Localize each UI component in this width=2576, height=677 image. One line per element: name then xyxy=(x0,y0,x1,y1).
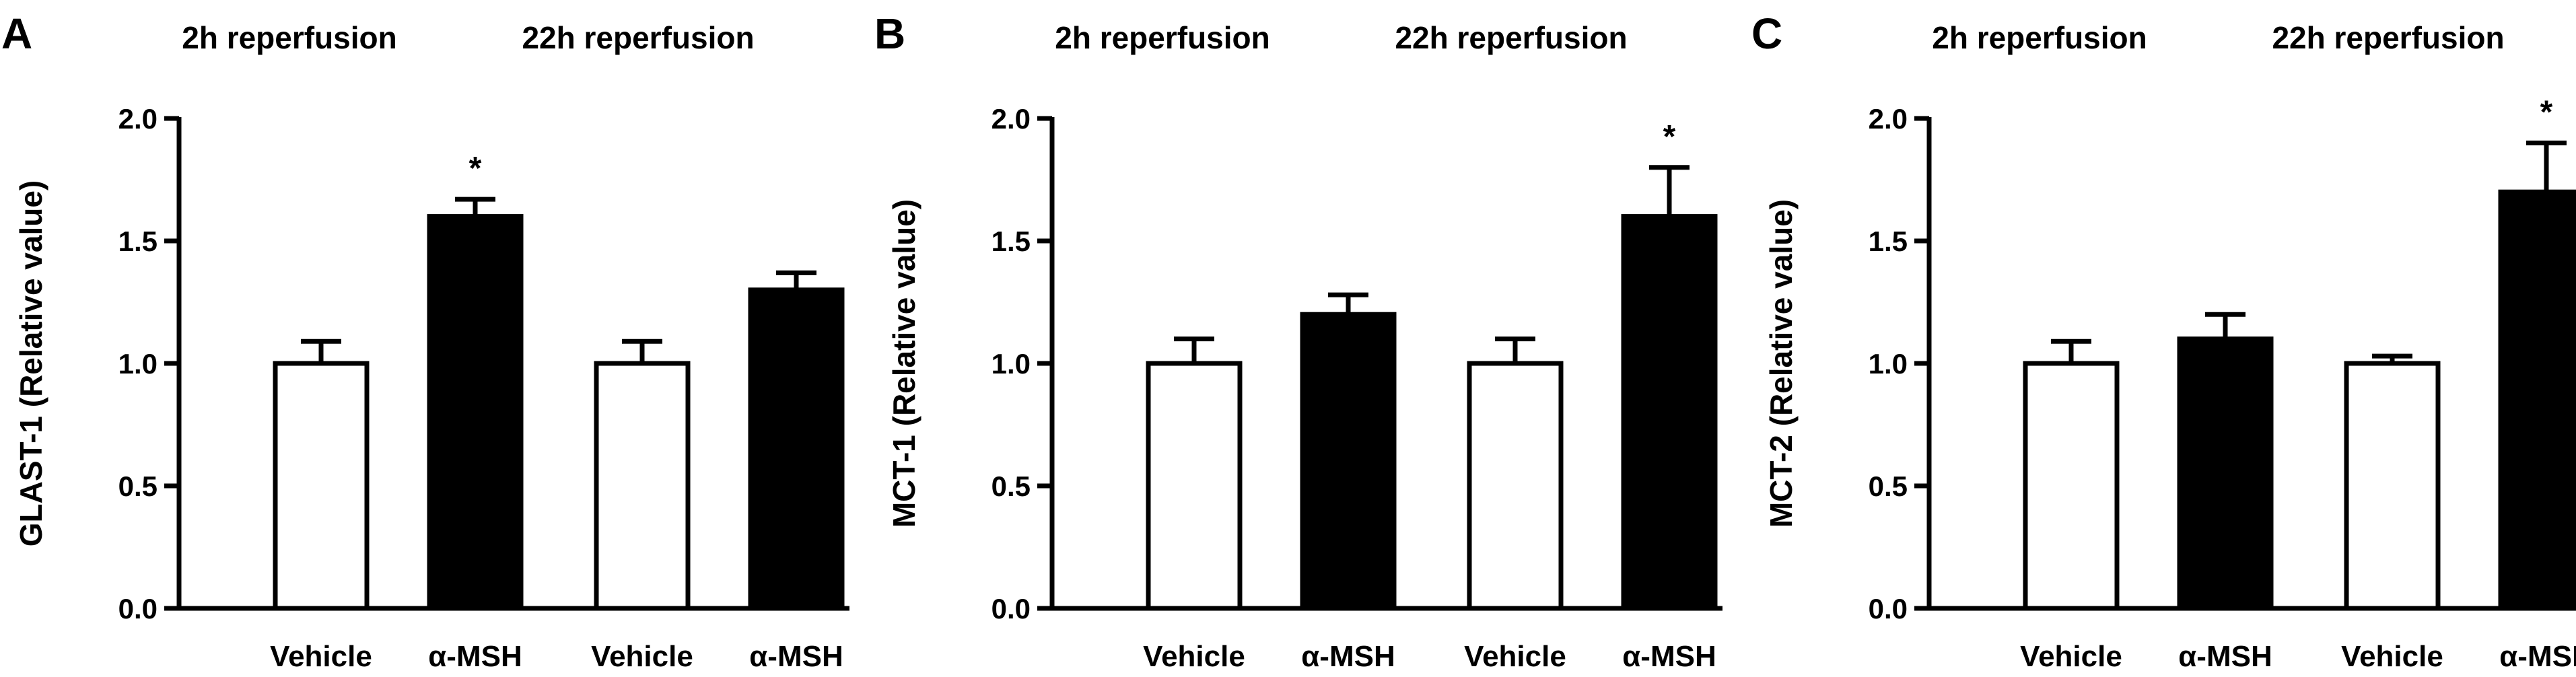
chart-panel-b: B 2h reperfusion 22h reperfusion 0.0 0.5 1.0 1… xyxy=(874,9,1722,673)
y-axis-label: MCT-2 (Relative value) xyxy=(1764,199,1799,528)
y-axis-label: GLAST-1 (Relative value) xyxy=(13,180,48,547)
x-category-label: α-MSH xyxy=(2499,640,2576,673)
y-tick-label: 1.5 xyxy=(1869,225,1908,257)
group-title: 22h reperfusion xyxy=(1395,20,1627,55)
group-title: 2h reperfusion xyxy=(1932,20,2147,55)
x-category-label: α-MSH xyxy=(1301,640,1395,673)
y-tick-label: 0.5 xyxy=(991,470,1031,502)
bar xyxy=(2344,361,2441,611)
significance-marker: * xyxy=(1663,119,1676,155)
y-tick-label: 0.0 xyxy=(118,593,158,625)
bar xyxy=(2177,336,2274,611)
bar xyxy=(594,361,691,611)
x-category-label: α-MSH xyxy=(749,640,843,673)
bar xyxy=(748,287,845,611)
x-category-label: Vehicle xyxy=(1143,640,1245,673)
group-title: 22h reperfusion xyxy=(2272,20,2504,55)
bar xyxy=(1300,312,1397,611)
chart-panel-c: C 2h reperfusion 22h reperfusion 0.0 0.5 1.0 1… xyxy=(1751,9,2576,673)
panel-letter: A xyxy=(1,9,32,58)
bar xyxy=(2023,361,2120,611)
y-tick-label: 0.5 xyxy=(118,470,158,502)
panel-letter: C xyxy=(1751,9,1782,58)
y-tick-label: 0.0 xyxy=(991,593,1031,625)
x-category-label: Vehicle xyxy=(1464,640,1566,673)
y-axis-label: MCT-1 (Relative value) xyxy=(886,199,921,528)
chart-panel-a: A 2h reperfusion 22h reperfusion 0.0 0.5 1.0 1… xyxy=(1,9,849,673)
y-tick-label: 1.0 xyxy=(1869,348,1908,380)
panel-letter: B xyxy=(874,9,905,58)
bar xyxy=(273,361,370,611)
significance-marker: * xyxy=(469,151,482,186)
x-category-label: α-MSH xyxy=(1622,640,1716,673)
y-tick-label: 0.0 xyxy=(1869,593,1908,625)
bar xyxy=(427,214,524,611)
bar xyxy=(1146,361,1243,611)
group-title: 22h reperfusion xyxy=(522,20,754,55)
x-category-label: α-MSH xyxy=(2178,640,2272,673)
x-category-label: Vehicle xyxy=(2341,640,2443,673)
y-tick-label: 1.5 xyxy=(118,225,158,257)
y-tick-label: 2.0 xyxy=(118,103,158,135)
bar xyxy=(1467,361,1564,611)
y-tick-label: 1.5 xyxy=(991,225,1031,257)
y-tick-label: 2.0 xyxy=(1869,103,1908,135)
x-category-label: Vehicle xyxy=(270,640,372,673)
x-category-label: α-MSH xyxy=(428,640,522,673)
bar xyxy=(2498,189,2576,611)
y-tick-label: 0.5 xyxy=(1869,470,1908,502)
y-tick-label: 1.0 xyxy=(118,348,158,380)
y-tick-label: 1.0 xyxy=(991,348,1031,380)
group-title: 2h reperfusion xyxy=(1055,20,1270,55)
x-category-label: Vehicle xyxy=(2020,640,2122,673)
y-tick-label: 2.0 xyxy=(991,103,1031,135)
x-category-label: Vehicle xyxy=(591,640,693,673)
bar xyxy=(1621,214,1718,611)
significance-marker: * xyxy=(2540,94,2553,130)
group-title: 2h reperfusion xyxy=(182,20,397,55)
